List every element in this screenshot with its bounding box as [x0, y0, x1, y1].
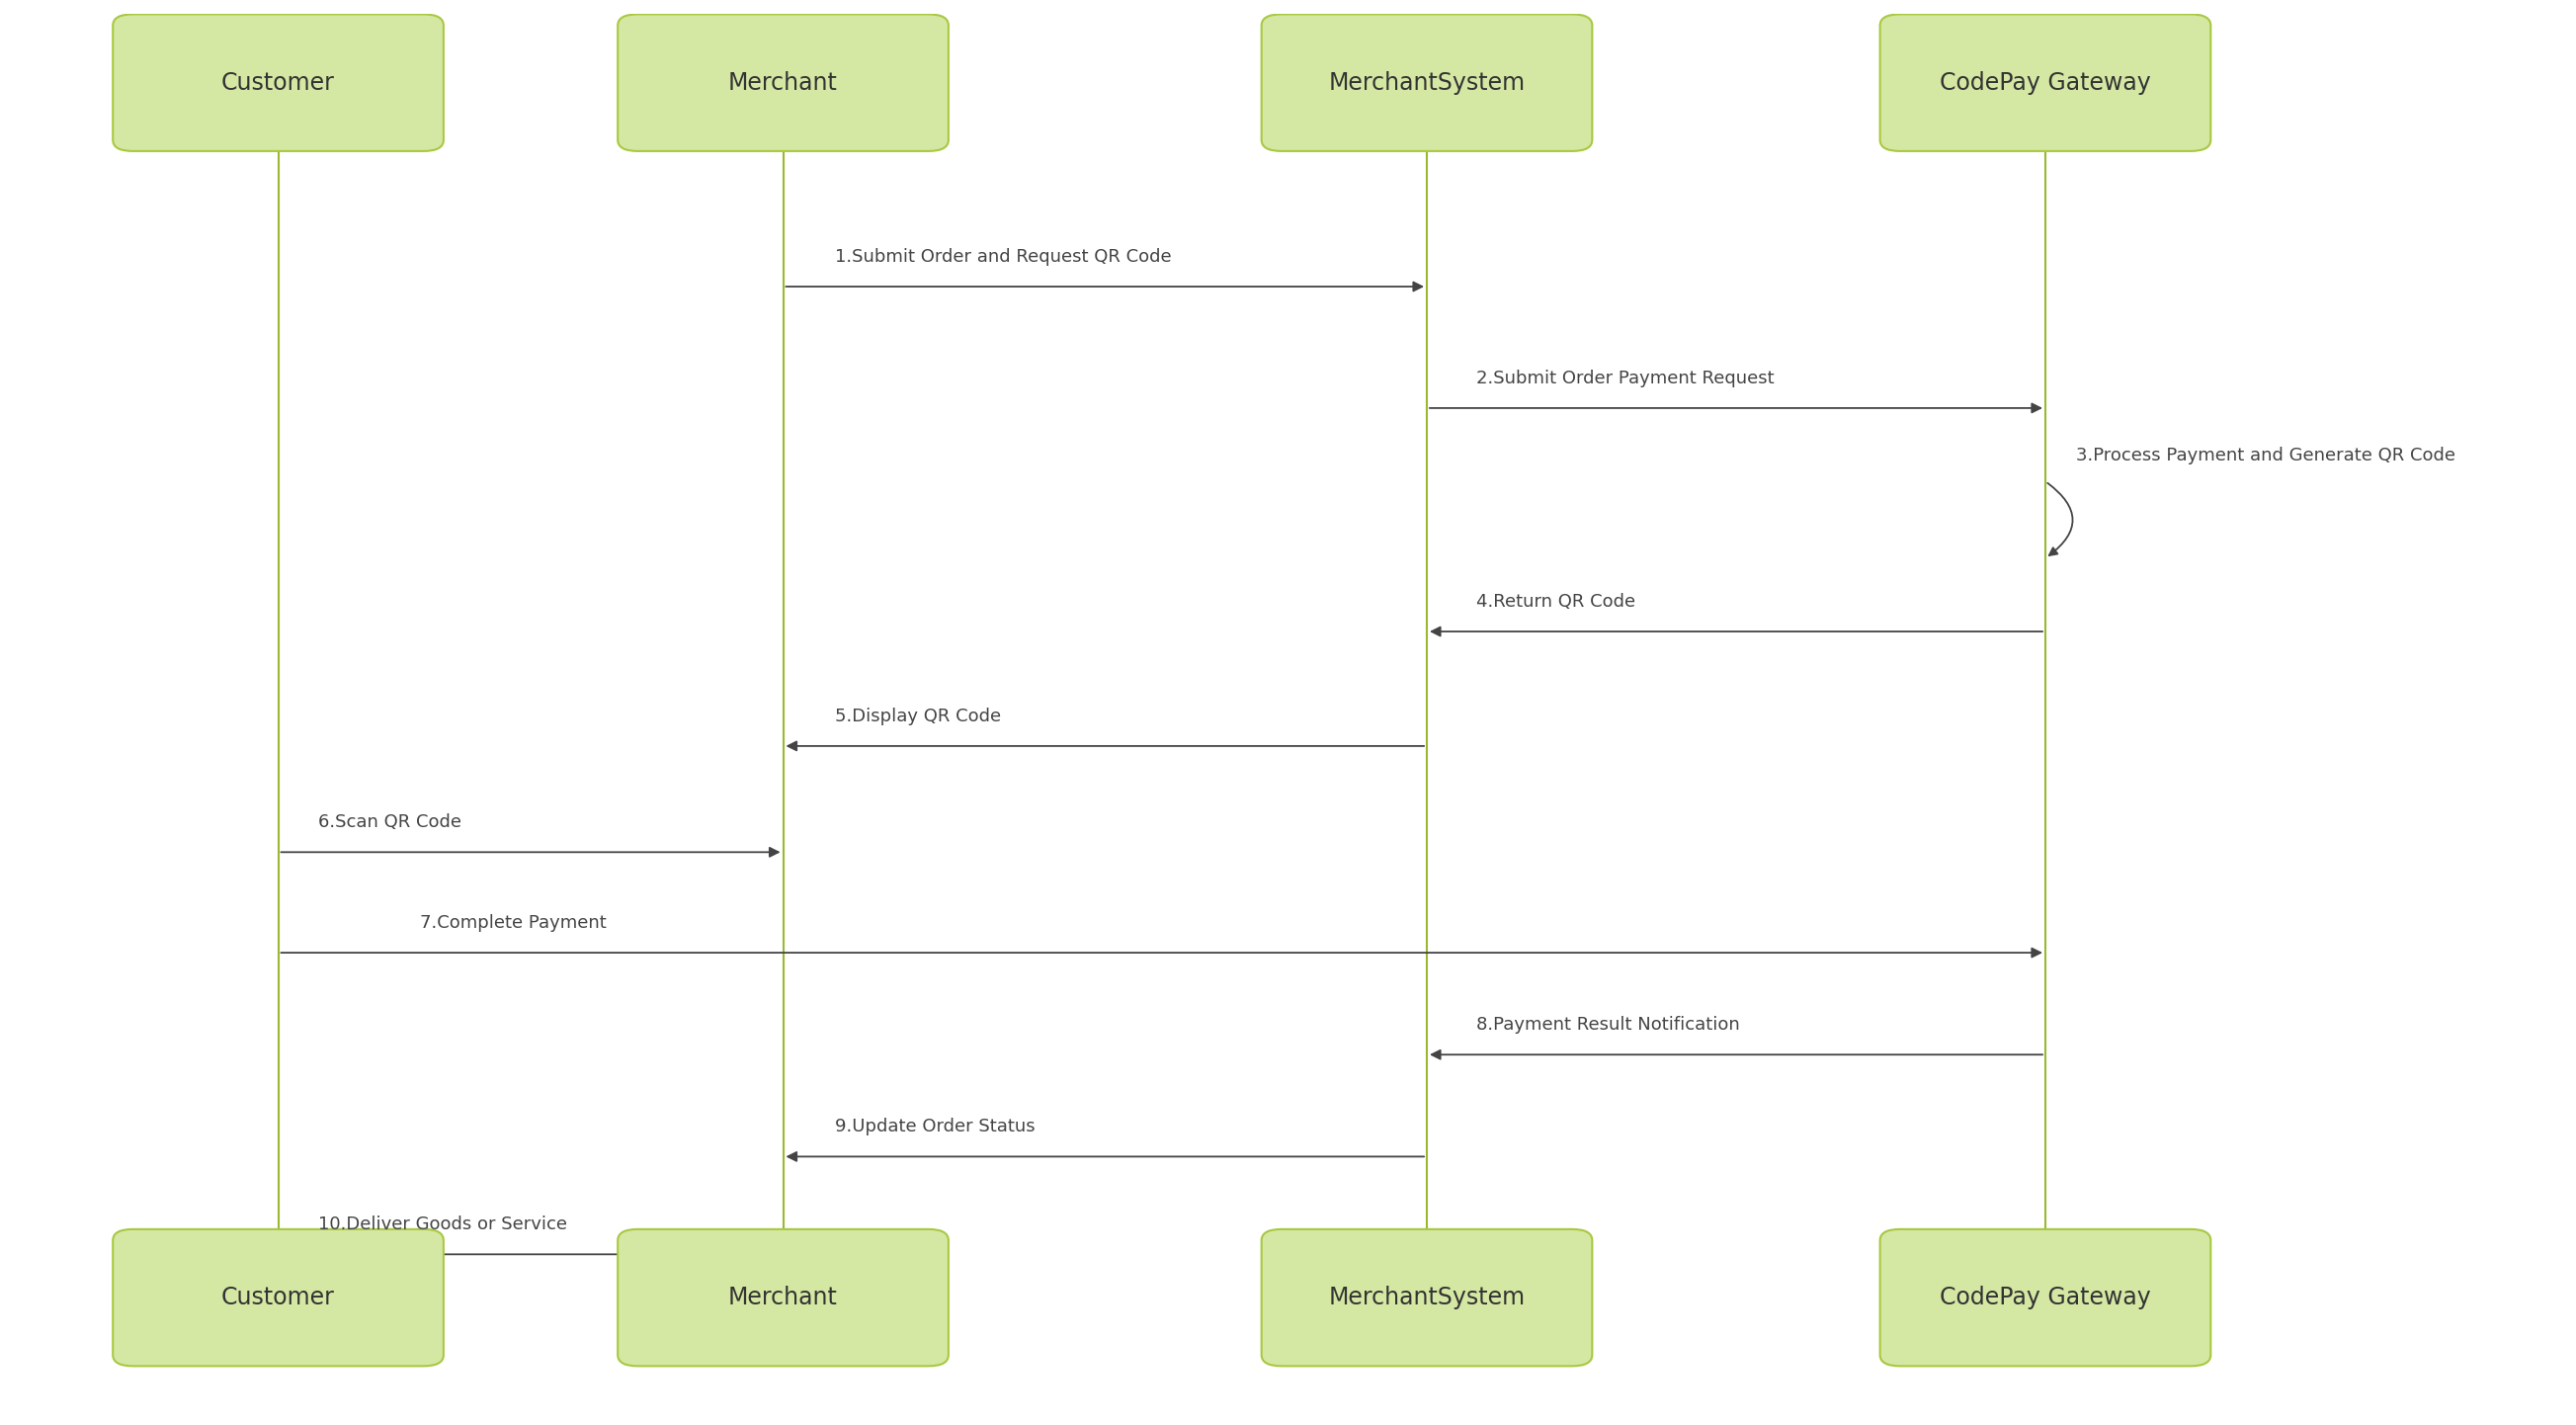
Text: MerchantSystem: MerchantSystem	[1329, 1285, 1525, 1310]
FancyBboxPatch shape	[618, 1230, 948, 1367]
Text: 1.Submit Order and Request QR Code: 1.Submit Order and Request QR Code	[835, 248, 1172, 265]
FancyBboxPatch shape	[113, 14, 443, 151]
Text: Merchant: Merchant	[729, 71, 837, 94]
FancyBboxPatch shape	[113, 1230, 443, 1367]
Text: CodePay Gateway: CodePay Gateway	[1940, 1285, 2151, 1310]
FancyBboxPatch shape	[1262, 14, 1592, 151]
Text: 9.Update Order Status: 9.Update Order Status	[835, 1117, 1036, 1136]
Text: Customer: Customer	[222, 1285, 335, 1310]
Text: 5.Display QR Code: 5.Display QR Code	[835, 707, 999, 725]
FancyArrowPatch shape	[2048, 483, 2074, 556]
Text: 10.Deliver Goods or Service: 10.Deliver Goods or Service	[319, 1216, 567, 1234]
FancyBboxPatch shape	[1880, 14, 2210, 151]
Text: 2.Submit Order Payment Request: 2.Submit Order Payment Request	[1476, 369, 1775, 388]
Text: 3.Process Payment and Generate QR Code: 3.Process Payment and Generate QR Code	[2076, 447, 2455, 465]
Text: CodePay Gateway: CodePay Gateway	[1940, 71, 2151, 94]
Text: 4.Return QR Code: 4.Return QR Code	[1476, 593, 1636, 610]
Text: 7.Complete Payment: 7.Complete Payment	[420, 913, 605, 932]
Text: 8.Payment Result Notification: 8.Payment Result Notification	[1476, 1016, 1739, 1033]
Text: 6.Scan QR Code: 6.Scan QR Code	[319, 814, 461, 831]
Text: MerchantSystem: MerchantSystem	[1329, 71, 1525, 94]
FancyBboxPatch shape	[1880, 1230, 2210, 1367]
Text: Customer: Customer	[222, 71, 335, 94]
Text: Merchant: Merchant	[729, 1285, 837, 1310]
FancyBboxPatch shape	[1262, 1230, 1592, 1367]
FancyBboxPatch shape	[618, 14, 948, 151]
